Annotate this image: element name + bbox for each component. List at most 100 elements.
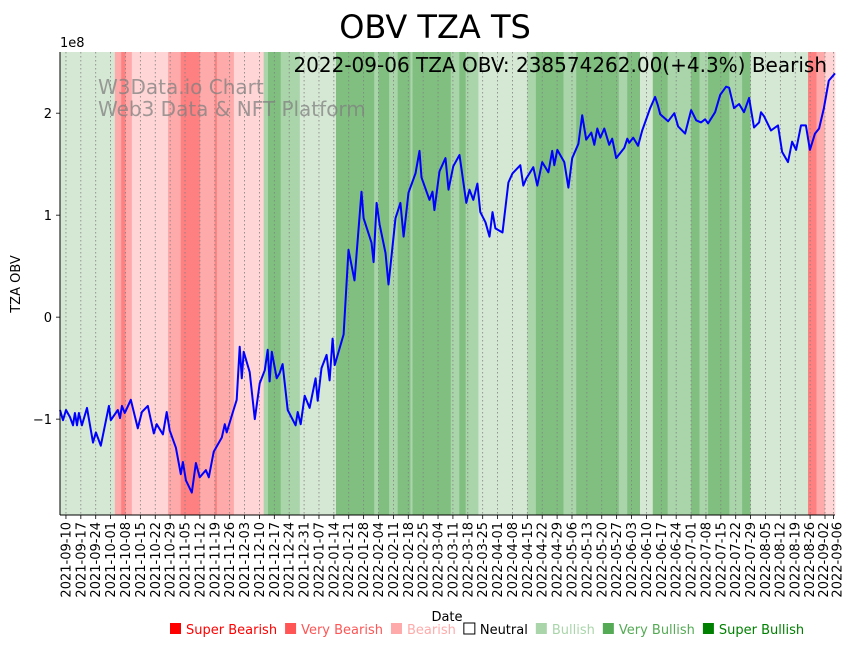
x-tick-label: 2021-10-15 (134, 522, 149, 598)
band-very-bullish (729, 52, 743, 515)
x-tick-label: 2022-01-21 (342, 522, 357, 598)
band-super-bullish (335, 52, 375, 515)
band-super-bearish (121, 52, 126, 515)
legend-label: Very Bearish (301, 623, 383, 638)
band-very-bullish (263, 52, 269, 515)
x-tick-label: 2022-03-18 (461, 522, 476, 598)
legend-label: Super Bearish (186, 623, 277, 638)
legend-item: Super Bearish (170, 623, 277, 638)
band-bullish (299, 52, 337, 515)
band-super-bullish (535, 52, 564, 515)
x-tick-label: 2022-04-15 (521, 522, 536, 598)
band-very-bullish (389, 52, 398, 515)
x-axis-ticks: 2021-09-10 2021-09-17 2021-09-24 2021-10-01… (59, 515, 845, 598)
band-very-bearish (216, 52, 235, 515)
x-tick-label: 2022-07-01 (685, 522, 700, 598)
x-tick-label: 2022-08-05 (759, 522, 774, 598)
y-tick-label: 2 (44, 107, 52, 122)
band-very-bullish (280, 52, 301, 515)
x-tick-label: 2022-05-13 (580, 522, 595, 598)
band-very-bullish (563, 52, 577, 515)
x-tick-label: 2022-06-03 (625, 522, 640, 598)
band-very-bullish (667, 52, 692, 515)
band-very-bullish (465, 52, 479, 515)
band-super-bullish (652, 52, 668, 515)
chart-title: OBV TZA TS (339, 8, 531, 46)
band-super-bullish (459, 52, 466, 515)
band-super-bearish (180, 52, 201, 515)
y-tick-label: 1 (44, 209, 52, 224)
y-tick-label: 0 (44, 311, 52, 326)
legend-item: Very Bearish (285, 623, 383, 638)
band-bullish (478, 52, 528, 515)
band-super-bearish (214, 52, 218, 515)
legend-swatch (602, 623, 614, 634)
watermark-line-1: W3Data.io Chart (98, 75, 264, 99)
x-tick-label: 2022-03-11 (446, 522, 461, 598)
x-tick-label: 2022-01-07 (312, 522, 327, 598)
x-tick-label: 2021-11-26 (223, 522, 238, 598)
x-tick-label: 2022-07-22 (729, 522, 744, 598)
band-very-bullish (374, 52, 379, 515)
x-tick-label: 2021-10-29 (164, 522, 179, 598)
x-tick-label: 2021-09-10 (59, 522, 74, 598)
obv-series-line (59, 72, 836, 494)
x-tick-label: 2022-07-29 (744, 522, 759, 598)
x-tick-label: 2022-06-17 (655, 522, 670, 598)
x-tick-label: 2022-09-02 (817, 522, 832, 598)
watermark-line-2: Web3 Data & NFT Platform (98, 97, 366, 121)
x-tick-label: 2022-07-08 (699, 522, 714, 598)
x-tick-label: 2022-04-22 (536, 522, 551, 598)
x-tick-label: 2022-08-26 (803, 522, 818, 598)
x-tick-label: 2022-03-04 (432, 522, 447, 598)
band-super-bullish (627, 52, 641, 515)
legend-label: Super Bullish (719, 623, 804, 638)
band-very-bearish (816, 52, 826, 515)
band-very-bearish (114, 52, 122, 515)
band-very-bullish (527, 52, 537, 515)
x-tick-label: 2021-12-31 (298, 522, 313, 598)
legend-item: Super Bullish (702, 623, 804, 638)
band-very-bullish (410, 52, 413, 515)
band-super-bullish (412, 52, 452, 515)
x-tick-label: 2021-12-17 (268, 522, 283, 598)
x-tick-label: 2022-02-11 (387, 522, 402, 598)
y-axis-ticks: −1 0 1 2 (33, 107, 60, 428)
band-super-bullish (267, 52, 281, 515)
band-very-bullish (450, 52, 460, 515)
x-tick-label: 2021-11-19 (208, 522, 223, 598)
x-tick-label: 2021-10-01 (104, 522, 119, 598)
legend-swatch (390, 623, 402, 634)
x-tick-label: 2021-09-17 (74, 522, 89, 598)
legend-item: Very Bullish (602, 623, 695, 638)
x-tick-label: 2022-06-10 (640, 522, 655, 598)
watermark: W3Data.io Chart Web3 Data & NFT Platform (98, 75, 366, 121)
x-tick-label: 2022-02-25 (417, 522, 432, 598)
x-tick-label: 2022-04-08 (506, 522, 521, 598)
x-tick-label: 2021-12-10 (253, 522, 268, 598)
band-super-bullish (691, 52, 700, 515)
band-bearish (131, 52, 169, 515)
legend-swatch (535, 623, 547, 634)
x-tick-label: 2021-11-12 (193, 522, 208, 598)
legend-swatch (170, 623, 181, 634)
legend: Super Bearish Very Bearish Bearish Neutral B… (170, 622, 804, 638)
band-very-bearish (199, 52, 216, 515)
band-super-bullish (378, 52, 390, 515)
legend-label: Neutral (480, 623, 528, 638)
x-tick-label: 2021-12-03 (238, 522, 253, 598)
x-tick-label: 2022-01-14 (327, 522, 342, 598)
band-very-bearish (125, 52, 133, 515)
y-multiplier-label: 1e8 (60, 36, 85, 51)
band-super-bullish (708, 52, 730, 515)
x-tick-label: 2022-05-06 (565, 522, 580, 598)
legend-label: Very Bullish (619, 623, 695, 638)
signal-bands (60, 52, 836, 515)
band-very-bullish (618, 52, 628, 515)
band-super-bullish (742, 52, 751, 515)
y-tick-label: −1 (33, 413, 52, 428)
x-tick-label: 2022-08-19 (788, 522, 803, 598)
band-super-bearish (807, 52, 817, 515)
x-tick-label: 2022-06-24 (670, 522, 685, 598)
